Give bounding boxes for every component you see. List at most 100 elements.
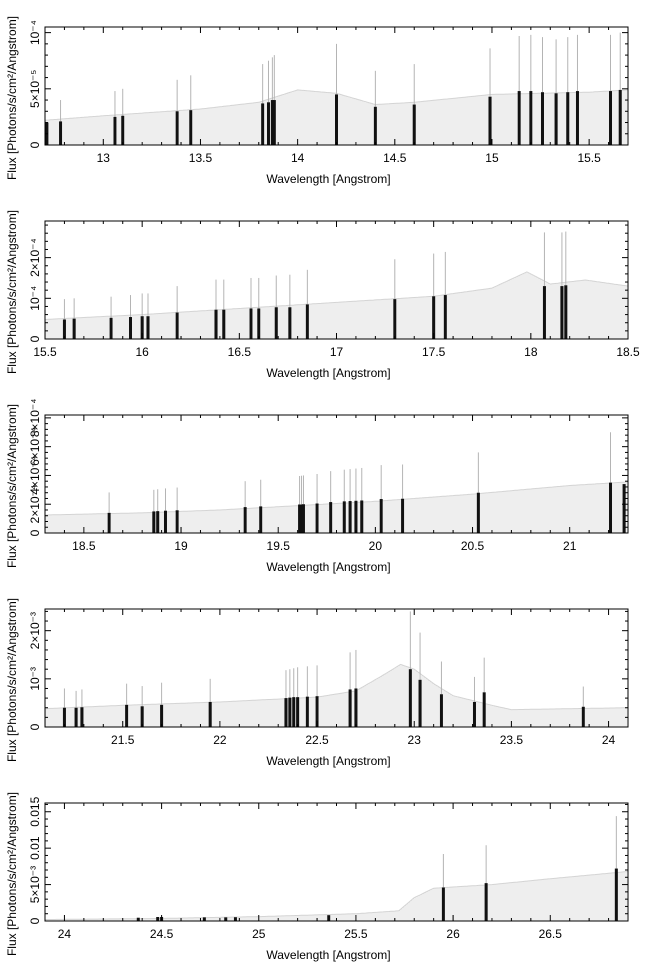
line-bar xyxy=(175,510,179,533)
line-bar xyxy=(329,502,333,533)
line-bar xyxy=(292,697,296,727)
line-bar xyxy=(140,316,144,339)
y-tick-label: 6×10⁻⁴ xyxy=(28,427,42,466)
x-tick-label: 20.5 xyxy=(461,539,485,553)
line-bar xyxy=(335,94,338,145)
line-bar xyxy=(540,92,544,145)
model-curve xyxy=(44,271,629,320)
line-bar xyxy=(113,116,117,145)
line-bar xyxy=(224,917,228,921)
model-curve xyxy=(45,481,629,516)
y-axis-label: Flux [Photons/s/cm²/Angstrom] xyxy=(5,792,19,956)
x-tick-label: 15.5 xyxy=(577,151,601,165)
x-tick-label: 14.5 xyxy=(383,151,407,165)
line-bar xyxy=(125,704,129,727)
x-tick-label: 21.5 xyxy=(111,733,135,747)
x-axis-label: Wavelength [Angstrom] xyxy=(266,754,390,768)
x-tick-label: 21 xyxy=(563,539,577,553)
line-bar xyxy=(315,696,319,727)
panel-5: 24 24.5 25 25.5 26 26.5 0 5×10⁻³ 0.01 0.015 Wavele… xyxy=(5,792,629,962)
y-tick-label: 0 xyxy=(28,529,42,536)
line-bar xyxy=(529,91,533,145)
line-bar xyxy=(354,688,358,727)
x-tick-label: 26.5 xyxy=(539,927,563,941)
x-tick-label: 19.5 xyxy=(267,539,291,553)
line-bar xyxy=(243,507,247,533)
line-bar xyxy=(401,498,405,533)
model-curve xyxy=(44,663,629,711)
line-bar xyxy=(146,316,150,339)
line-bar xyxy=(214,309,218,339)
panel-1: 13 13.5 14 14.5 15 15.5 0 5×10⁻⁵ 10⁻⁴ Wavelength … xyxy=(5,16,629,186)
line-bar xyxy=(476,492,480,533)
line-bar xyxy=(72,318,76,339)
x-tick-label: 17 xyxy=(330,345,344,359)
line-bar xyxy=(566,92,570,145)
line-bar xyxy=(305,696,309,727)
line-bar xyxy=(140,706,144,727)
line-bar xyxy=(270,100,274,145)
y-tick-label: 8×10⁻⁴ xyxy=(28,399,42,438)
y-tick-label: 10⁻³ xyxy=(28,667,42,691)
line-bar xyxy=(554,93,558,145)
line-bar xyxy=(288,697,292,727)
line-bar xyxy=(315,503,319,533)
line-bar xyxy=(305,304,309,339)
model-curve xyxy=(45,871,629,920)
line-bar xyxy=(80,707,84,727)
y-axis-label: Flux [Photons/s/cm²/Angstrom] xyxy=(5,16,19,180)
line-bar xyxy=(564,285,568,339)
line-bar xyxy=(327,915,331,921)
y-tick-label: 0 xyxy=(28,917,42,924)
line-bar xyxy=(609,482,613,533)
line-bar xyxy=(62,707,66,727)
line-bar xyxy=(261,103,265,145)
panel-3: 18.5 19 19.5 20 20.5 21 0 2×10⁻⁴4×10⁻⁴6×10⁻⁴8×1… xyxy=(5,399,629,574)
x-tick-label: 24.5 xyxy=(150,927,174,941)
x-tick-label: 25.5 xyxy=(344,927,368,941)
line-bar xyxy=(443,295,447,339)
line-bar xyxy=(581,706,585,727)
line-bar xyxy=(152,511,156,533)
y-tick-label: 4×10⁻⁴ xyxy=(28,456,42,495)
line-bar xyxy=(482,692,486,727)
line-bar xyxy=(189,110,193,145)
model-hatch xyxy=(45,272,627,339)
line-bar xyxy=(348,501,352,533)
line-bar xyxy=(614,868,618,921)
line-bar xyxy=(160,704,164,727)
line-bar xyxy=(266,102,270,145)
line-bar xyxy=(441,887,445,921)
y-tick-label: 0 xyxy=(28,723,42,730)
line-bar xyxy=(301,504,305,533)
line-bar xyxy=(259,506,263,533)
x-tick-label: 17.5 xyxy=(422,345,446,359)
x-axis-label: Wavelength [Angstrom] xyxy=(266,172,390,186)
line-bar xyxy=(560,286,564,339)
plot-frame xyxy=(44,220,629,340)
line-bar xyxy=(379,499,383,533)
line-bar xyxy=(136,917,140,921)
plot-frame xyxy=(44,802,629,922)
line-bar xyxy=(284,698,288,727)
line-bar xyxy=(300,504,304,533)
x-tick-label: 15.5 xyxy=(33,345,57,359)
line-bar xyxy=(393,299,397,339)
line-bar xyxy=(121,115,125,145)
line-bar xyxy=(298,504,302,533)
x-tick-label: 16 xyxy=(135,345,149,359)
y-tick-label: 0.01 xyxy=(28,836,42,860)
line-bar xyxy=(484,883,488,921)
line-bar xyxy=(618,89,622,145)
line-bar xyxy=(74,707,78,727)
x-tick-label: 23 xyxy=(408,733,422,747)
x-tick-label: 22.5 xyxy=(305,733,329,747)
line-bar xyxy=(249,308,253,339)
line-bar xyxy=(222,309,226,339)
x-tick-label: 15 xyxy=(485,151,499,165)
panel-2: 15.5 16 16.5 17 17.5 18 18.5 0 10⁻⁴ 2×10⁻⁴ Wavelen… xyxy=(5,210,640,380)
line-bar xyxy=(348,689,352,727)
x-tick-label: 24 xyxy=(602,733,616,747)
line-bar xyxy=(472,701,476,727)
